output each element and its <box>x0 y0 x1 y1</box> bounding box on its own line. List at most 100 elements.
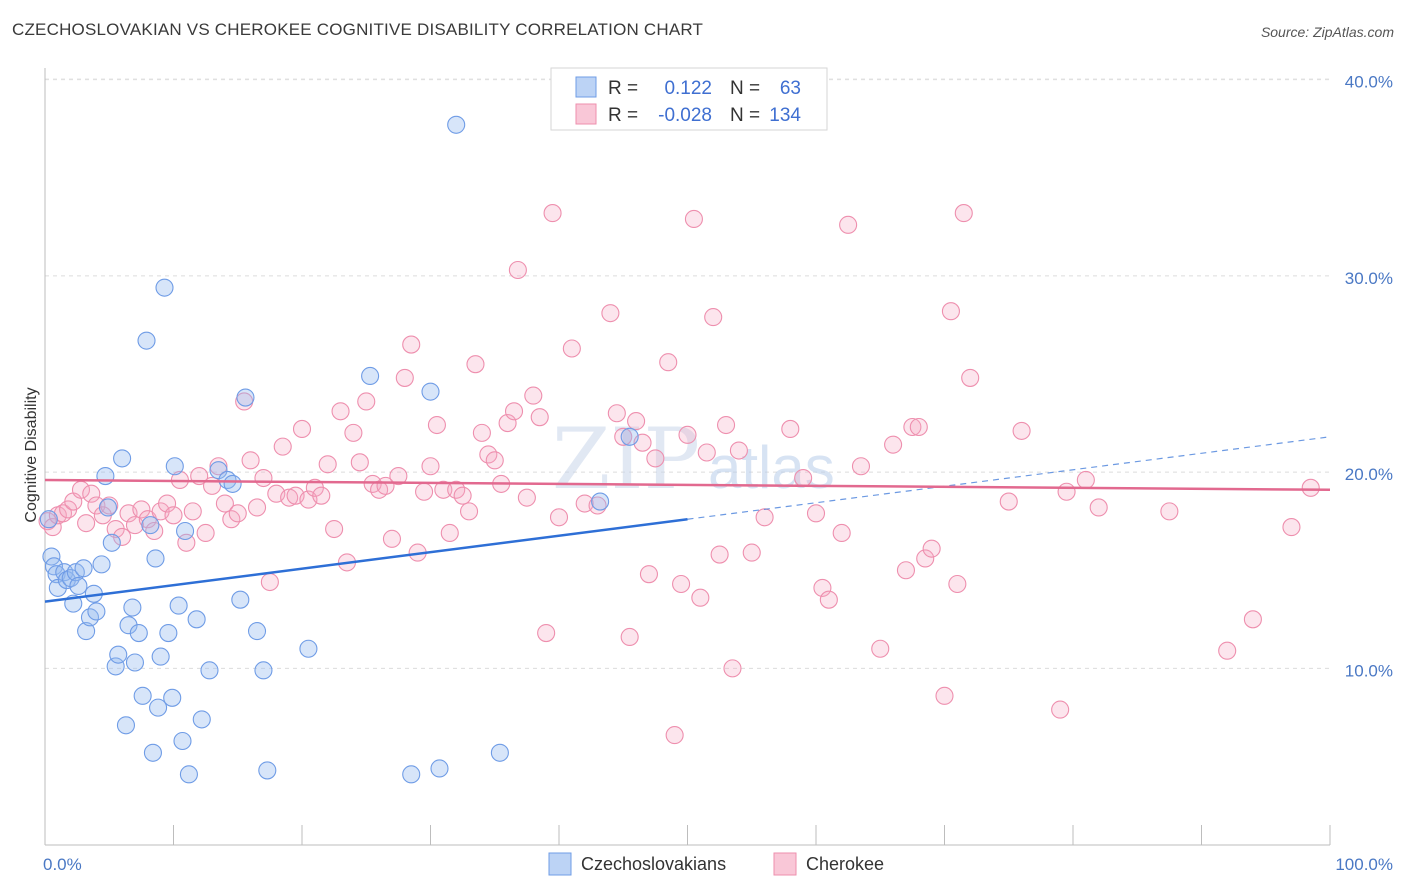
trend-line-czechoslovakians-extension <box>687 436 1331 520</box>
point-czechoslovakians <box>165 457 184 476</box>
point-czechoslovakians <box>113 449 132 468</box>
point-cherokee <box>466 355 485 374</box>
point-cherokee <box>196 523 215 543</box>
point-cherokee <box>1160 502 1179 521</box>
point-czechoslovakians <box>116 716 136 735</box>
bottom-legend-swatch-pink <box>773 852 797 876</box>
point-czechoslovakians <box>447 115 466 134</box>
point-cherokee <box>742 543 761 562</box>
point-cherokee <box>999 492 1018 511</box>
point-czechoslovakians <box>402 765 421 784</box>
point-cherokee <box>614 427 633 446</box>
point-cherokee <box>421 457 440 476</box>
point-czechoslovakians <box>299 639 318 658</box>
point-cherokee <box>723 659 742 678</box>
point-cherokee <box>1012 421 1031 440</box>
point-czechoslovakians <box>87 602 106 621</box>
point-czechoslovakians <box>163 688 182 707</box>
point-cherokee <box>729 441 748 460</box>
point-cherokee <box>1301 478 1320 497</box>
point-czechoslovakians <box>151 647 170 666</box>
point-cherokee <box>344 423 363 442</box>
point-cherokee <box>350 453 369 472</box>
point-czechoslovakians <box>490 743 509 762</box>
legend-n-value-1: 63 <box>780 78 801 99</box>
legend-box: R = 0.122 N = 63 R = -0.028 N = 134 <box>550 67 828 131</box>
point-czechoslovakians <box>187 610 206 629</box>
point-cherokee <box>903 417 922 437</box>
bottom-legend-label-2: Cherokee <box>806 854 884 874</box>
point-cherokee <box>524 386 543 405</box>
point-czechoslovakians <box>141 516 160 535</box>
point-cherokee <box>710 545 729 564</box>
watermark-atlas: atlas <box>708 434 835 501</box>
y-tick-labels: 10.0% 20.0% 30.0% 40.0% <box>1345 73 1393 681</box>
point-czechoslovakians <box>173 731 192 751</box>
point-cherokee <box>254 468 273 488</box>
point-czechoslovakians <box>200 661 219 680</box>
point-cherokee <box>280 488 299 507</box>
point-cherokee <box>537 623 556 643</box>
point-czechoslovakians <box>176 521 195 541</box>
point-cherokee <box>922 539 941 558</box>
point-cherokee <box>684 209 703 229</box>
legend-r-value-1: 0.122 <box>664 78 712 99</box>
y-tick-label: 30.0% <box>1345 269 1393 288</box>
legend-swatch-blue <box>575 76 597 98</box>
point-cherokee <box>839 215 858 234</box>
watermark-zip: ZIP <box>552 410 700 508</box>
point-czechoslovakians <box>169 596 188 615</box>
point-cherokee <box>318 455 337 474</box>
point-cherokee <box>113 527 132 546</box>
x-tick-label-max: 100.0% <box>1335 855 1393 874</box>
point-czechoslovakians <box>155 278 174 297</box>
point-czechoslovakians <box>223 474 242 493</box>
bottom-legend-label-1: Czechoslovakians <box>581 854 726 874</box>
point-cherokee <box>82 484 101 503</box>
point-cherokee <box>530 408 549 427</box>
x-tick-label-min: 0.0% <box>43 855 82 874</box>
point-czechoslovakians <box>209 461 228 480</box>
point-cherokee <box>498 414 517 433</box>
point-cherokee <box>954 204 973 223</box>
point-czechoslovakians <box>254 661 273 680</box>
point-czechoslovakians <box>361 366 380 386</box>
point-cherokee <box>781 419 800 439</box>
point-cherokee <box>697 443 716 462</box>
point-czechoslovakians <box>102 533 121 552</box>
point-cherokee <box>813 578 832 597</box>
point-czechoslovakians <box>92 555 111 574</box>
point-czechoslovakians <box>137 331 156 350</box>
point-cherokee <box>627 412 646 431</box>
point-cherokee <box>472 423 491 442</box>
point-czechoslovakians <box>61 569 80 588</box>
point-czechoslovakians <box>133 686 152 705</box>
point-czechoslovakians <box>247 622 267 641</box>
point-cherokee <box>607 404 626 423</box>
point-cherokee <box>215 494 234 513</box>
point-cherokee <box>427 415 446 435</box>
point-cherokee <box>562 339 581 358</box>
point-czechoslovakians <box>620 427 639 446</box>
point-cherokee <box>241 451 260 470</box>
point-cherokee <box>1243 610 1262 629</box>
point-czechoslovakians <box>258 761 277 780</box>
point-czechoslovakians <box>47 565 66 584</box>
point-czechoslovakians <box>421 382 440 401</box>
point-cherokee <box>402 335 421 354</box>
point-czechoslovakians <box>125 653 144 672</box>
point-cherokee <box>819 590 838 609</box>
point-czechoslovakians <box>123 598 142 617</box>
point-cherokee <box>941 302 960 321</box>
trend-line-czechoslovakians <box>44 517 688 603</box>
point-czechoslovakians <box>159 623 178 643</box>
point-cherokee <box>459 502 479 521</box>
trend-lines <box>44 436 1331 603</box>
legend-n-label-2: N = <box>730 105 760 126</box>
point-cherokee <box>415 482 434 501</box>
watermark: ZIP atlas <box>552 410 835 508</box>
point-cherokee <box>312 486 331 505</box>
point-cherokee <box>916 549 935 568</box>
point-cherokee <box>434 480 453 499</box>
